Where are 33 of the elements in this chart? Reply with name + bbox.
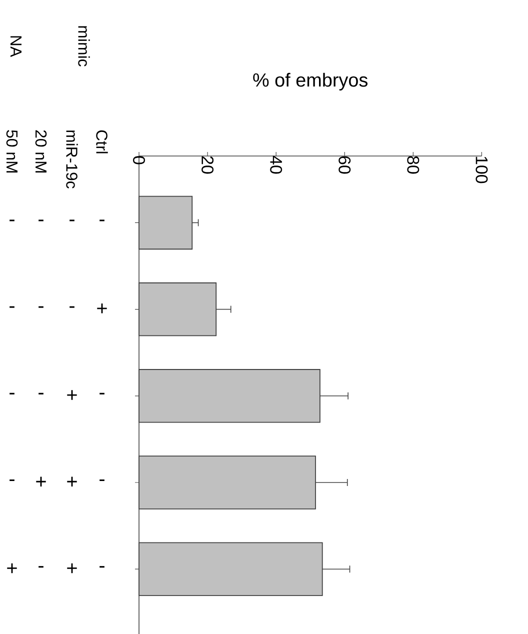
text: - (10, 306, 14, 308)
text: - (38, 566, 44, 568)
x-axis-title: % of embryos (253, 72, 368, 90)
text: - (100, 220, 104, 222)
x-tick-label: 60 (338, 156, 351, 174)
text: - (100, 479, 104, 482)
text: + (7, 563, 17, 574)
text: + (36, 476, 46, 486)
text: - (38, 220, 44, 222)
x-tick-label: 100 (476, 156, 488, 184)
text: - (70, 306, 74, 308)
text: - (10, 220, 14, 222)
text: - (100, 566, 104, 568)
text: miR-19c (66, 130, 78, 188)
text: - (38, 392, 44, 394)
text: - (10, 392, 14, 394)
text: - (10, 479, 14, 482)
text: Ctrl (96, 130, 108, 154)
x-tick-label: 80 (407, 156, 420, 174)
text: + (97, 304, 107, 314)
x-tick-label: 20 (202, 156, 214, 174)
x-tick-label: 40 (270, 156, 282, 174)
x-tick-label: 0 (133, 156, 145, 164)
text: - (70, 220, 74, 222)
text: mimic (78, 26, 90, 66)
text: - (100, 392, 104, 394)
text: + (67, 476, 77, 486)
text: + (67, 390, 77, 400)
text: 50 nM (6, 130, 18, 172)
text: NA (10, 36, 22, 58)
text: 20 nM (35, 130, 47, 172)
text: + (67, 563, 77, 574)
text: - (38, 306, 44, 308)
